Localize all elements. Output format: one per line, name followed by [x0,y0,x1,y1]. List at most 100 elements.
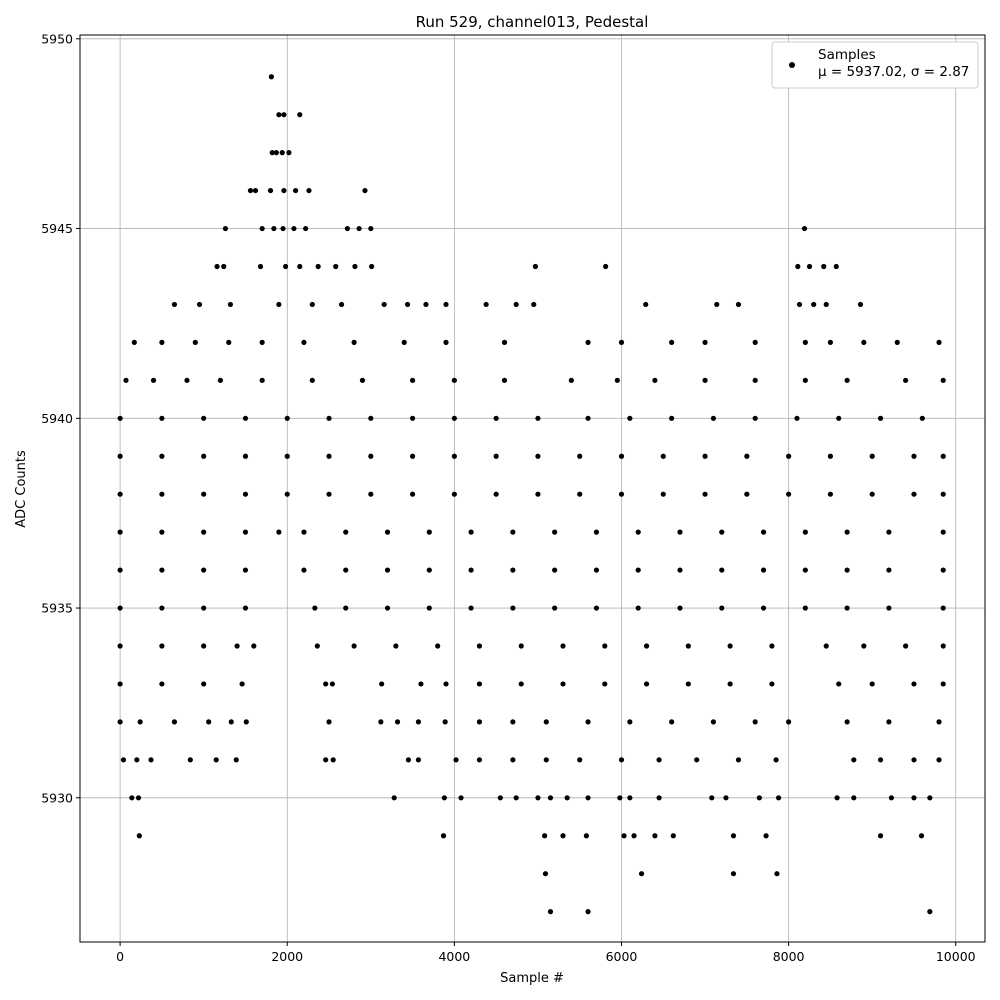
data-point [577,453,583,459]
data-point [547,795,554,801]
data-point [135,795,142,801]
data-point [603,263,609,270]
data-point [638,871,645,877]
data-point [192,339,198,345]
data-point [940,491,946,497]
data-point [501,377,508,383]
data-point [602,643,608,649]
data-point [656,795,662,801]
data-point [821,263,827,270]
data-point [242,567,249,573]
data-point [911,453,917,459]
chart-title: Run 529, channel013, Pedestal [416,13,649,31]
data-point [877,415,884,421]
data-point [326,719,332,725]
data-point [769,643,775,649]
data-point [468,529,474,535]
legend-box [771,41,979,89]
y-tick-label: 5930 [41,790,73,805]
data-point [117,681,123,687]
data-point [351,339,357,345]
data-point [669,415,675,421]
data-point [774,871,780,877]
data-point [201,491,207,497]
data-point [656,757,662,763]
data-point [368,453,374,459]
data-point [297,112,303,118]
data-point [911,681,917,687]
data-point [877,757,884,763]
data-point [326,491,332,497]
data-point [314,643,320,649]
data-point [513,795,519,801]
data-point [614,377,620,383]
data-point [221,263,227,270]
data-point [315,263,321,270]
data-point [510,605,516,611]
y-tick-label: 5945 [41,221,73,236]
data-point [409,491,416,497]
data-point [242,491,249,497]
data-point [670,833,676,839]
data-point [493,415,499,421]
data-point [409,377,416,383]
data-point [213,757,219,763]
data-point [685,681,691,687]
data-point [643,681,650,687]
data-point [827,339,834,345]
data-point [476,757,483,763]
data-point [117,643,123,649]
data-point [802,567,808,573]
data-point [239,681,245,687]
data-point [585,339,591,345]
x-tick-label: 8000 [773,949,805,964]
data-point [585,719,591,725]
data-point [723,795,729,801]
y-tick-label: 5940 [41,411,73,426]
data-point [888,795,895,801]
y-axis-label: ADC Counts [14,450,29,528]
data-point [362,187,368,194]
data-point [415,757,422,763]
data-point [677,529,683,535]
legend-stats: μ = 5937.02, σ = 2.87 [818,64,969,80]
data-point [886,605,892,611]
data-point [476,719,483,725]
data-point [786,719,792,725]
data-point [368,415,374,421]
data-point [735,757,742,763]
data-point [267,187,274,194]
data-point [714,301,720,308]
data-point [451,491,457,497]
data-point [911,757,917,763]
data-point [435,643,441,649]
data-point [802,377,808,383]
data-point [137,719,143,725]
data-point [627,415,633,421]
data-point [451,453,457,459]
data-point [276,529,282,535]
data-point [284,415,290,421]
data-point [330,757,336,763]
data-point [159,491,165,497]
data-point [418,681,424,687]
data-point [201,643,207,649]
x-axis-label: Sample # [500,971,564,986]
data-point [744,453,750,459]
data-point [618,453,625,459]
data-point [351,643,357,649]
data-point [918,833,925,839]
data-point [903,377,909,383]
data-point [786,453,792,459]
data-point [333,263,339,270]
data-point [292,187,299,194]
data-point [217,377,223,383]
data-point [242,415,249,421]
data-point [560,681,566,687]
data-point [378,719,384,725]
data-point [227,301,234,308]
data-point [117,453,123,459]
data-point [171,301,178,308]
data-point [442,719,448,725]
